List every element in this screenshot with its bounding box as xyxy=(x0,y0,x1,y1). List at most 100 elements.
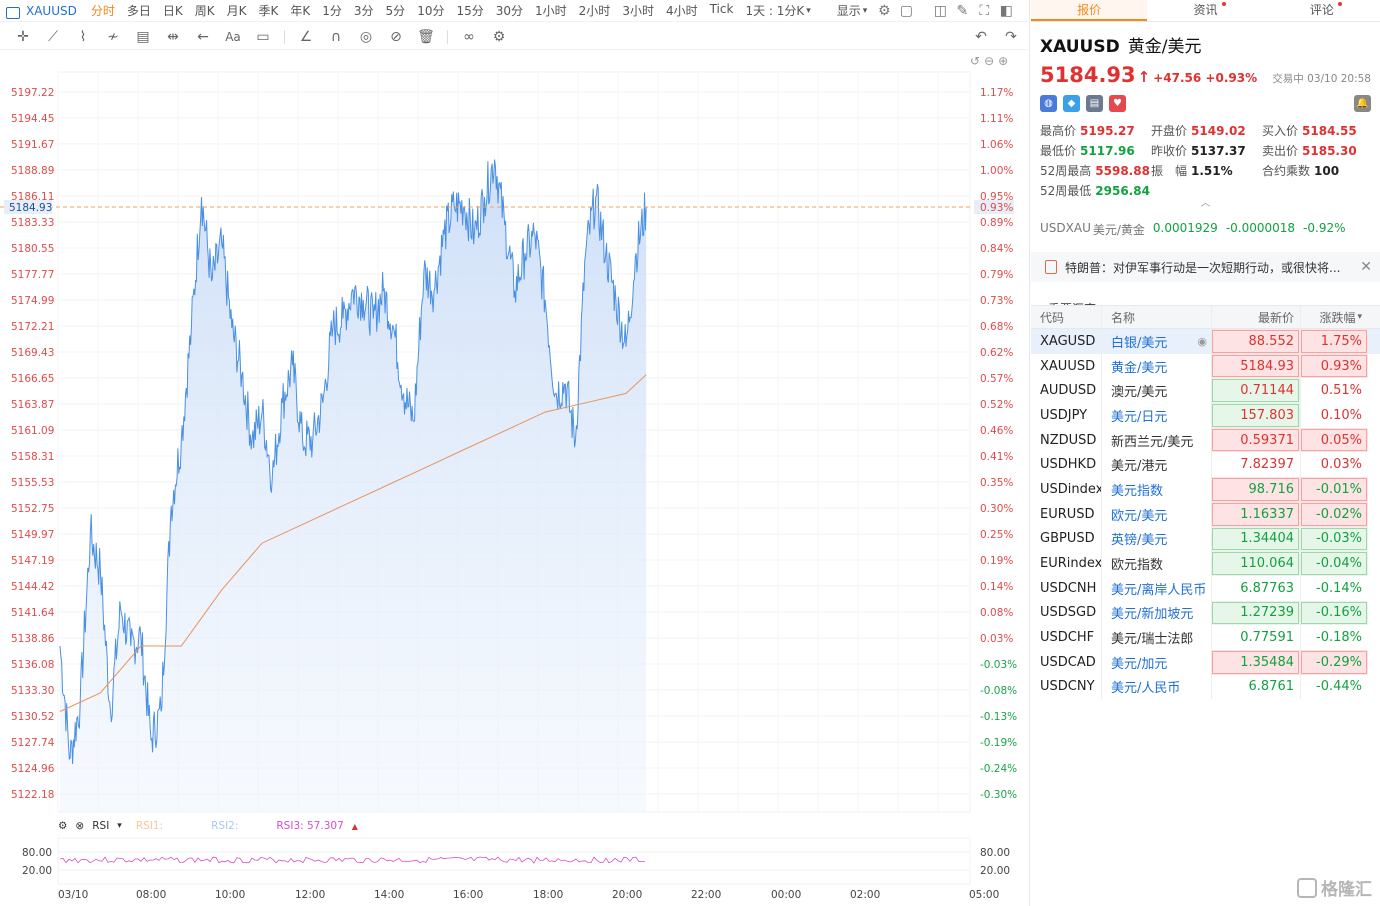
fx-name[interactable]: 美元/日元 xyxy=(1101,403,1211,428)
fx-name-text[interactable]: 美元/加元 xyxy=(1111,656,1168,672)
eye-icon[interactable]: ◎ xyxy=(359,28,373,45)
news-text[interactable]: 特朗普：对伊军事行动是一次短期行动，或很快将... xyxy=(1065,260,1341,275)
redo-icon[interactable]: ↷ xyxy=(1005,28,1017,45)
fx-row[interactable]: USDindex 美元指数 98.716 -0.01% xyxy=(1031,477,1380,502)
undo-icon[interactable]: ↶ xyxy=(975,28,987,45)
news-banner[interactable]: 特朗普：对伊军事行动是一次短期行动，或很快将... ✕ xyxy=(1031,252,1380,282)
fx-name[interactable]: 美元/离岸人民币 xyxy=(1101,575,1211,601)
fx-row[interactable]: USDCNH 美元/离岸人民币 6.87763 -0.14% xyxy=(1031,575,1380,601)
fx-name[interactable]: 美元/瑞士法郎 xyxy=(1101,625,1211,650)
fx-name[interactable]: 美元指数 xyxy=(1101,477,1211,502)
timeframe-17[interactable]: Tick xyxy=(709,2,734,16)
fx-name-text[interactable]: 英镑/美元 xyxy=(1111,533,1168,549)
fullscreen-icon[interactable]: ⛶ xyxy=(979,2,990,19)
fx-row[interactable]: USDCHF 美元/瑞士法郎 0.77591 -0.18% xyxy=(1031,625,1380,650)
hide-icon[interactable]: ⊘ xyxy=(390,28,402,45)
fx-name-text[interactable]: 白银/美元 xyxy=(1111,335,1168,351)
price-chart[interactable]: 5197.22 1.17% 5194.45 1.11% 5191.67 1.06% 5188… xyxy=(0,50,1030,906)
fx-row[interactable]: EURUSD 欧元/美元 1.16337 -0.02% xyxy=(1031,501,1380,527)
fx-row[interactable]: XAUUSD 黄金/美元 5184.93 0.93% xyxy=(1031,353,1380,379)
fx-name[interactable]: 澳元/美元 xyxy=(1101,378,1211,404)
col-price[interactable]: 最新价 xyxy=(1211,306,1300,328)
polyline-icon[interactable]: ⌇ xyxy=(79,28,87,45)
pencil-icon[interactable]: ✎ xyxy=(956,2,969,19)
fx-name[interactable]: 美元/人民币 xyxy=(1101,674,1211,700)
wave-icon[interactable]: ≁ xyxy=(107,28,119,45)
chevron-down-icon[interactable]: ▾ xyxy=(117,821,122,831)
globe-icon[interactable]: ◍ xyxy=(1040,95,1057,112)
timeframe-15[interactable]: 3小时 xyxy=(622,4,654,18)
tab-quote[interactable]: 报价 xyxy=(1031,0,1148,21)
tab-comments[interactable]: 评论 xyxy=(1264,0,1380,21)
timeframe-13[interactable]: 1小时 xyxy=(535,4,567,18)
timeframe-5[interactable]: 季K xyxy=(258,4,279,18)
fx-name-text[interactable]: 美元指数 xyxy=(1111,483,1164,499)
fx-row[interactable]: EURindex 欧元指数 110.064 -0.04% xyxy=(1031,551,1380,576)
timeframe-9[interactable]: 5分 xyxy=(385,4,406,18)
col-code[interactable]: 代码 xyxy=(1040,310,1065,325)
gear-icon[interactable]: ⚙ xyxy=(878,2,891,19)
timeframe-2[interactable]: 日K xyxy=(162,4,183,18)
related-quote[interactable]: USDXAU 美元/黄金 0.0001929 -0.0000018 -0.92% xyxy=(1040,221,1371,238)
comment-icon[interactable]: ▭ xyxy=(256,28,270,45)
bell-icon[interactable]: 🔔 xyxy=(1354,95,1371,112)
timeframe-1[interactable]: 多日 xyxy=(126,4,151,18)
heart-icon[interactable]: ♥ xyxy=(1109,95,1126,112)
timeframe-4[interactable]: 月K xyxy=(226,4,247,18)
fx-row[interactable]: USDHKD 美元/港元 7.82397 0.03% xyxy=(1031,452,1380,478)
tag-icon[interactable]: ◆ xyxy=(1063,95,1080,112)
settings-icon[interactable]: ⚙ xyxy=(492,28,506,45)
timeframe-12[interactable]: 30分 xyxy=(495,4,524,18)
fibonacci-icon[interactable]: ▤ xyxy=(136,28,150,45)
range-select[interactable]: 1天 : 1分K ▾ xyxy=(739,2,816,19)
timeframe-10[interactable]: 10分 xyxy=(417,4,445,18)
reset-icon[interactable]: ↺ xyxy=(970,54,981,68)
crosshair-icon[interactable]: ✛ xyxy=(17,28,29,45)
fx-row[interactable]: USDSGD 美元/新加坡元 1.27239 -0.16% xyxy=(1031,600,1380,626)
target-icon[interactable]: ◉ xyxy=(1197,334,1207,348)
layout-icon[interactable]: ▢ xyxy=(899,2,913,19)
fx-row[interactable]: USDCAD 美元/加元 1.35484 -0.29% xyxy=(1031,649,1380,675)
fx-row[interactable]: AUDUSD 澳元/美元 0.71144 0.51% xyxy=(1031,378,1380,404)
close-icon[interactable]: ✕ xyxy=(1360,259,1372,275)
fx-name-text[interactable]: 美元/离岸人民币 xyxy=(1111,582,1207,598)
fx-name[interactable]: 黄金/美元 xyxy=(1101,353,1211,379)
timeframe-0[interactable]: 分时 xyxy=(90,4,115,18)
zoom-out-icon[interactable]: ⊖ xyxy=(984,54,995,68)
camera-icon[interactable]: ◫ xyxy=(933,2,947,19)
fx-name[interactable]: 美元/新加坡元 xyxy=(1101,600,1211,626)
rsi-label[interactable]: RSI xyxy=(92,820,110,832)
fx-row[interactable]: XAGUSD 白银/美元 ◉ 88.552 1.75% xyxy=(1031,329,1380,354)
gear-icon[interactable]: ⚙ xyxy=(58,820,68,832)
fx-name-text[interactable]: 美元/日元 xyxy=(1111,409,1168,425)
fx-name[interactable]: 美元/港元 xyxy=(1101,452,1211,478)
display-menu[interactable]: 显示 ▾ xyxy=(831,2,874,19)
fx-name[interactable]: 新西兰元/美元 xyxy=(1101,427,1211,453)
symbol-selector[interactable]: XAUUSD xyxy=(0,4,85,19)
fx-name-text[interactable]: 美元/人民币 xyxy=(1111,681,1181,697)
tab-news[interactable]: 资讯 xyxy=(1147,0,1263,21)
measure-icon[interactable]: ⇹ xyxy=(167,28,179,45)
fx-name[interactable]: 美元/加元 xyxy=(1101,649,1211,675)
fx-name[interactable]: 英镑/美元 xyxy=(1101,526,1211,552)
fx-row[interactable]: NZDUSD 新西兰元/美元 0.59371 0.05% xyxy=(1031,427,1380,453)
angle-icon[interactable]: ∠ xyxy=(299,28,313,45)
magnet-icon[interactable]: ∩ xyxy=(330,28,342,45)
fx-row[interactable]: USDJPY 美元/日元 157.803 0.10% xyxy=(1031,403,1380,428)
fx-name-text[interactable]: 黄金/美元 xyxy=(1111,360,1168,376)
timeframe-3[interactable]: 周K xyxy=(194,4,215,18)
fx-name-text[interactable]: 美元/新加坡元 xyxy=(1111,607,1194,623)
trendline-icon[interactable]: ⟋ xyxy=(48,28,58,45)
trash-icon[interactable]: 🗑 xyxy=(417,28,435,45)
sidebar-toggle-icon[interactable]: ◧ xyxy=(999,2,1013,19)
col-pct[interactable]: 涨跌幅 ▾ xyxy=(1300,306,1368,328)
close-icon[interactable]: ⊗ xyxy=(75,820,85,832)
col-name[interactable]: 名称 xyxy=(1101,306,1211,328)
document-icon[interactable]: ▤ xyxy=(1086,95,1103,112)
zoom-in-icon[interactable]: ⊕ xyxy=(998,54,1009,68)
fx-name[interactable]: 白银/美元 ◉ xyxy=(1101,329,1211,354)
link-icon[interactable]: ∞ xyxy=(463,28,475,45)
text-tool-icon[interactable]: Aa xyxy=(225,29,241,44)
timeframe-8[interactable]: 3分 xyxy=(353,4,374,18)
fx-row[interactable]: GBPUSD 英镑/美元 1.34404 -0.03% xyxy=(1031,526,1380,552)
